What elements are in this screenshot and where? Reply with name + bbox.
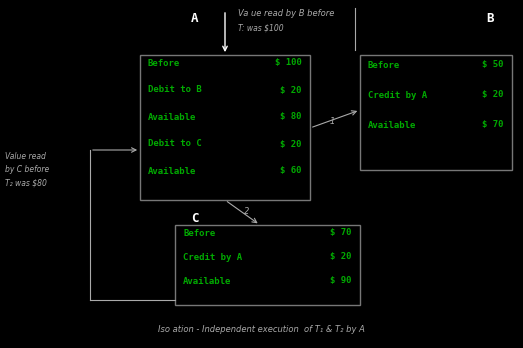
Text: $ 70: $ 70 bbox=[483, 120, 504, 129]
Text: Available: Available bbox=[183, 277, 231, 285]
Text: Available: Available bbox=[148, 166, 196, 175]
Text: A: A bbox=[191, 11, 199, 24]
Text: $ 100: $ 100 bbox=[275, 58, 302, 68]
Text: Available: Available bbox=[148, 112, 196, 121]
Text: Before: Before bbox=[148, 58, 180, 68]
Text: Before: Before bbox=[368, 61, 400, 70]
Text: $ 20: $ 20 bbox=[483, 90, 504, 100]
Text: Value read
by C before
T₂ was $80: Value read by C before T₂ was $80 bbox=[5, 152, 49, 188]
Text: Available: Available bbox=[368, 120, 416, 129]
Text: $ 90: $ 90 bbox=[331, 277, 352, 285]
Text: Debit to C: Debit to C bbox=[148, 140, 202, 149]
Text: $ 20: $ 20 bbox=[280, 140, 302, 149]
Text: Credit by A: Credit by A bbox=[368, 90, 427, 100]
Text: Before: Before bbox=[183, 229, 215, 237]
Text: Credit by A: Credit by A bbox=[183, 253, 242, 261]
Text: T: was $100: T: was $100 bbox=[238, 24, 283, 32]
Text: Iso ation - Independent execution  of T₁ & T₂ by A: Iso ation - Independent execution of T₁ … bbox=[157, 325, 365, 334]
Bar bbox=[360, 55, 512, 170]
Text: 1: 1 bbox=[329, 118, 335, 127]
Text: $ 70: $ 70 bbox=[331, 229, 352, 237]
Text: B: B bbox=[486, 11, 494, 24]
Text: 2: 2 bbox=[244, 207, 249, 216]
Text: $ 60: $ 60 bbox=[280, 166, 302, 175]
Text: $ 50: $ 50 bbox=[483, 61, 504, 70]
Text: $ 20: $ 20 bbox=[280, 86, 302, 95]
Bar bbox=[175, 225, 360, 305]
Text: $ 80: $ 80 bbox=[280, 112, 302, 121]
Text: Va ue read by B before: Va ue read by B before bbox=[238, 9, 334, 18]
Text: $ 20: $ 20 bbox=[331, 253, 352, 261]
Text: C: C bbox=[191, 212, 199, 224]
Text: Debit to B: Debit to B bbox=[148, 86, 202, 95]
Bar bbox=[140, 55, 310, 200]
